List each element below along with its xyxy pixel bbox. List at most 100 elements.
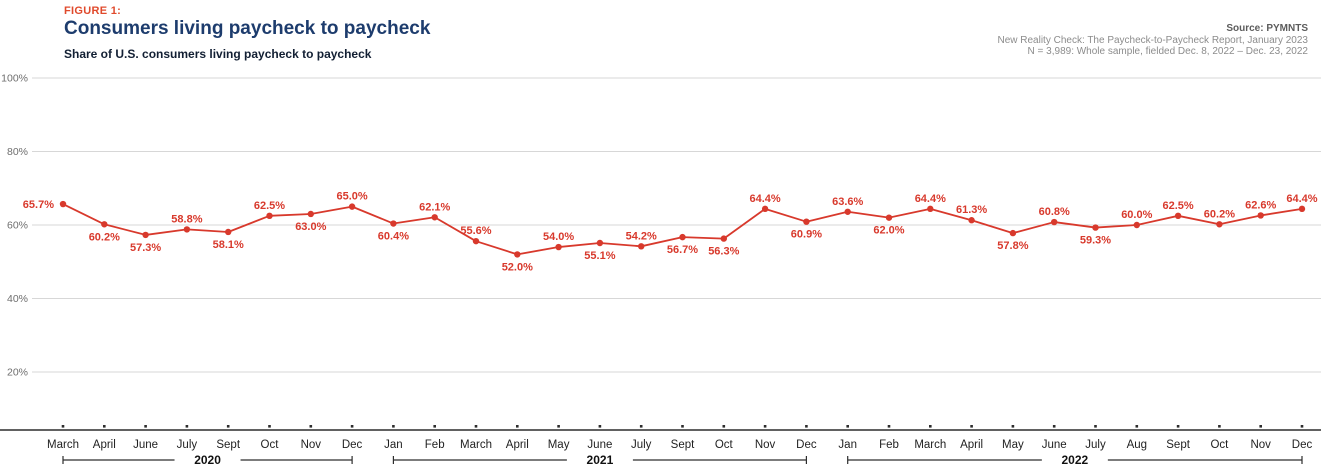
chart-subtitle: Share of U.S. consumers living paycheck …: [64, 47, 372, 61]
x-axis-month-label: March: [47, 439, 79, 451]
data-point-label: 58.1%: [213, 239, 244, 251]
data-point: [638, 243, 645, 250]
x-axis-tick: [681, 425, 684, 428]
data-point: [225, 228, 232, 236]
data-point-label: 64.4%: [749, 193, 780, 205]
x-axis-month-label: April: [506, 439, 529, 451]
year-group-label: 2022: [1061, 453, 1088, 467]
y-axis-tick-label: 80%: [7, 146, 28, 158]
x-axis-month-label: Oct: [1210, 439, 1229, 451]
data-point-label: 54.2%: [626, 230, 657, 242]
x-axis-month-label: Nov: [301, 439, 322, 451]
x-axis-tick: [1300, 425, 1304, 428]
data-point: [183, 226, 191, 233]
source-report-line: New Reality Check: The Paycheck-to-Paych…: [997, 34, 1308, 46]
x-axis-month-label: June: [587, 439, 612, 451]
data-point-label: 60.2%: [1204, 208, 1235, 220]
x-axis-month-label: March: [460, 439, 492, 451]
data-point: [1092, 224, 1099, 231]
data-point-label: 62.1%: [419, 201, 450, 213]
x-axis-month-label: Jan: [838, 439, 857, 451]
data-point-label: 63.0%: [295, 221, 326, 233]
data-point-label: 60.8%: [1039, 206, 1070, 218]
x-axis-month-label: June: [1042, 439, 1067, 451]
x-axis-month-label: Nov: [755, 439, 776, 451]
data-point: [101, 221, 108, 228]
data-point: [1051, 218, 1058, 226]
data-point: [431, 214, 438, 221]
x-axis-tick: [185, 425, 189, 428]
x-axis-tick: [1176, 425, 1180, 428]
x-axis-month-label: July: [631, 439, 652, 451]
data-point: [844, 208, 851, 215]
x-axis-tick: [1259, 425, 1262, 428]
year-group-label: 2020: [194, 453, 221, 467]
source-name: Source: PYMNTS: [1226, 23, 1308, 34]
data-point-label: 60.9%: [791, 229, 822, 241]
x-axis-month-label: April: [960, 439, 983, 451]
data-point-label: 56.7%: [667, 244, 698, 256]
data-point-label: 61.3%: [956, 204, 987, 216]
x-axis-tick: [392, 425, 395, 428]
x-axis-month-label: March: [914, 439, 946, 451]
x-axis-tick: [1135, 425, 1139, 428]
data-point-label: 59.3%: [1080, 235, 1111, 247]
y-axis-tick-label: 60%: [7, 220, 28, 232]
data-point: [679, 233, 686, 241]
data-point-label: 54.0%: [543, 231, 574, 243]
x-axis-tick: [309, 425, 313, 428]
data-point: [390, 220, 397, 227]
data-point-label: 65.7%: [23, 199, 54, 211]
data-point-label: 56.3%: [708, 246, 739, 258]
x-axis-tick: [144, 425, 147, 428]
data-point: [1174, 212, 1182, 220]
data-point: [1257, 212, 1264, 219]
data-point: [348, 203, 356, 210]
data-point-label: 60.0%: [1121, 209, 1152, 221]
x-axis-month-label: Aug: [1127, 439, 1147, 451]
x-axis-tick: [929, 425, 932, 428]
x-axis-tick: [61, 425, 65, 428]
x-axis-tick: [970, 425, 973, 428]
y-axis-tick-label: 100%: [1, 73, 28, 85]
source-attribution: Source: PYMNTS New Reality Check: The Pa…: [997, 23, 1308, 58]
data-point: [1298, 205, 1306, 213]
x-axis-month-label: Oct: [715, 439, 734, 451]
x-axis-tick: [887, 425, 891, 428]
data-point-label: 52.0%: [502, 261, 533, 273]
data-point-label: 57.3%: [130, 242, 161, 254]
data-point-label: 62.0%: [873, 225, 904, 237]
x-axis-month-label: July: [177, 439, 198, 451]
x-axis-tick: [268, 425, 271, 428]
x-axis-month-label: Feb: [425, 439, 445, 451]
data-point: [885, 214, 893, 221]
data-point-label: 64.4%: [1286, 193, 1317, 205]
data-point-label: 58.8%: [171, 213, 202, 225]
data-point: [472, 237, 480, 245]
x-axis-month-label: Dec: [796, 439, 817, 451]
data-point: [266, 212, 273, 220]
data-point: [968, 217, 975, 224]
data-point: [761, 205, 769, 213]
data-point: [1216, 221, 1223, 228]
x-axis-month-label: July: [1085, 439, 1106, 451]
chart-header: FIGURE 1: Consumers living paycheck to p…: [64, 5, 430, 61]
x-axis-month-label: Jan: [384, 439, 403, 451]
x-axis-month-label: Oct: [261, 439, 280, 451]
data-point: [596, 239, 604, 247]
x-axis-tick: [557, 425, 560, 428]
x-axis-month-label: June: [133, 439, 158, 451]
x-axis-month-label: April: [93, 439, 116, 451]
data-point-label: 62.5%: [1162, 200, 1193, 212]
data-point: [1133, 221, 1141, 229]
x-axis-tick: [1052, 425, 1056, 428]
x-axis-tick: [846, 425, 849, 428]
x-axis-tick: [722, 425, 726, 428]
x-axis-month-label: Sept: [1166, 439, 1190, 451]
x-axis-month-label: Sept: [671, 439, 695, 451]
data-point-label: 62.5%: [254, 200, 285, 212]
year-group-label: 2021: [587, 453, 614, 467]
x-axis-tick: [639, 425, 643, 428]
